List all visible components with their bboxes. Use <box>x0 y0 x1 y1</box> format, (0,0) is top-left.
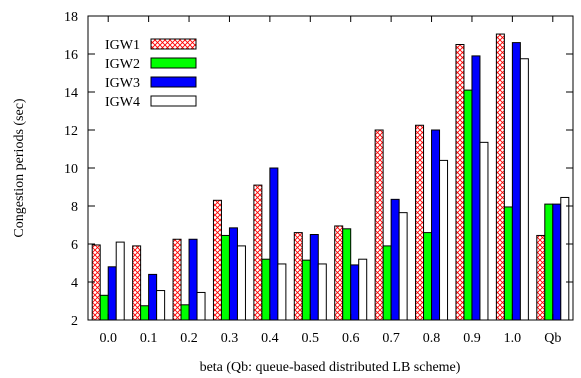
bar-igw1-0.5 <box>293 232 303 321</box>
bar-igw3-0.3 <box>228 227 238 321</box>
bar-igw4-0.1 <box>156 290 166 321</box>
y-tick-label: 2 <box>71 314 78 329</box>
y-tick-label: 6 <box>71 238 78 253</box>
bar-igw3-0.1 <box>148 273 158 321</box>
y-tick-label: 14 <box>64 86 78 101</box>
bar-igw1-0.4 <box>253 184 263 321</box>
x-tick-label: 0.9 <box>463 331 481 346</box>
x-tick-label: 0.4 <box>261 331 279 346</box>
x-tick-label: 0.2 <box>180 331 198 346</box>
x-tick-label: 0.3 <box>221 331 239 346</box>
legend-label-igw4: IGW4 <box>105 95 140 110</box>
bar-igw2-0.0 <box>99 294 109 321</box>
legend-swatch-igw3 <box>150 76 197 88</box>
y-tick-label: 12 <box>64 124 78 139</box>
y-tick-label: 18 <box>64 10 78 25</box>
bar-igw4-0.2 <box>196 291 206 321</box>
x-tick-label: 0.5 <box>302 331 320 346</box>
bar-igw2-0.4 <box>261 258 271 321</box>
bar-igw3-0.7 <box>390 198 400 321</box>
bar-igw3-0.4 <box>269 167 279 321</box>
bar-igw3-0.2 <box>188 238 198 321</box>
bar-igw3-0.5 <box>309 234 319 321</box>
x-tick-label: 0.7 <box>382 331 400 346</box>
legend-swatch-igw2 <box>150 57 197 69</box>
bar-igw4-0.5 <box>317 263 327 321</box>
bar-igw2-0.3 <box>220 234 230 321</box>
bar-igw4-1.0 <box>519 58 529 321</box>
bar-igw4-0.0 <box>115 241 125 321</box>
bar-igw3-0.6 <box>350 264 360 321</box>
bar-igw3-0.9 <box>471 55 481 321</box>
bar-igw1-1.0 <box>495 33 505 321</box>
bar-igw4-0.9 <box>479 141 489 321</box>
bar-igw2-Qb <box>544 203 554 321</box>
y-tick-label: 8 <box>71 200 78 215</box>
bar-igw1-0.8 <box>415 124 425 321</box>
x-tick-label: 0.1 <box>140 331 158 346</box>
bar-igw2-0.5 <box>301 259 311 321</box>
bar-igw4-0.4 <box>277 263 287 321</box>
bar-igw4-0.8 <box>439 159 449 321</box>
bar-igw1-0.6 <box>334 225 344 321</box>
bar-igw1-0.2 <box>172 238 182 321</box>
bar-igw3-1.0 <box>511 42 521 321</box>
bar-igw1-Qb <box>536 234 546 321</box>
y-axis-label: Congestion periods (sec) <box>12 98 27 238</box>
legend-label-igw3: IGW3 <box>105 76 140 91</box>
bar-igw2-0.1 <box>140 305 150 321</box>
bar-igw3-Qb <box>552 203 562 321</box>
bar-igw2-1.0 <box>503 206 513 321</box>
bar-igw4-0.6 <box>358 258 368 321</box>
x-tick-label: 1.0 <box>504 331 522 346</box>
bar-igw2-0.7 <box>382 245 392 321</box>
bar-igw2-0.9 <box>463 89 473 321</box>
x-tick-label: 0.0 <box>99 331 117 346</box>
bar-igw1-0.9 <box>455 44 465 321</box>
y-tick-label: 10 <box>64 162 78 177</box>
legend-label-igw2: IGW2 <box>105 57 140 72</box>
x-tick-label: Qb <box>544 331 561 346</box>
y-tick-label: 4 <box>71 276 78 291</box>
bar-igw1-0.7 <box>374 129 384 321</box>
bar-igw1-0.3 <box>212 199 222 321</box>
bar-igw4-0.7 <box>398 212 408 321</box>
bar-igw2-0.8 <box>423 232 433 321</box>
x-tick-label: 0.8 <box>423 331 441 346</box>
bar-igw3-0.8 <box>431 129 441 321</box>
legend-swatch-igw4 <box>150 95 197 107</box>
y-tick-label: 16 <box>64 48 78 63</box>
bar-igw1-0.1 <box>132 245 142 321</box>
bar-igw2-0.6 <box>342 228 352 321</box>
bar-igw2-0.2 <box>180 304 190 321</box>
bar-igw3-0.0 <box>107 266 117 321</box>
legend-label-igw1: IGW1 <box>105 38 140 53</box>
bar-igw4-Qb <box>560 196 570 321</box>
bar-igw4-0.3 <box>236 245 246 321</box>
plot-area: 0.0 0.1 0.2 0.3 0.4 0.5 0.6 0.7 0.8 0.9 1.0 Qb 2 4 6 8 1… <box>64 10 574 346</box>
plot-frame <box>87 15 574 321</box>
legend-swatch-igw1 <box>150 38 197 50</box>
x-axis-label: beta (Qb: queue-based distributed LB sch… <box>200 360 461 375</box>
x-tick-label: 0.6 <box>342 331 360 346</box>
